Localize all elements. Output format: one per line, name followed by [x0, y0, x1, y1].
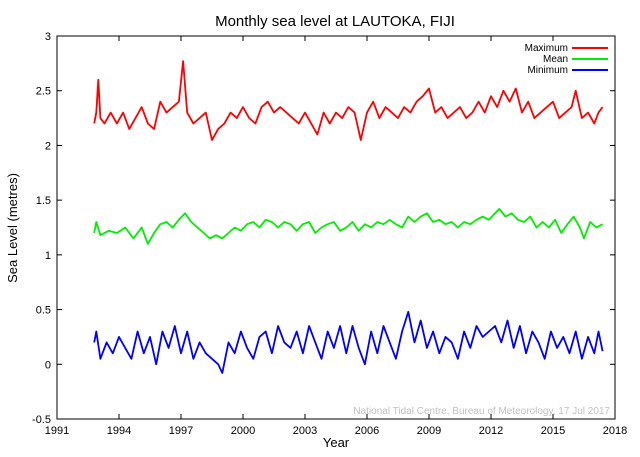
y-tick-label: 2.5: [36, 86, 51, 98]
y-tick-label: 0: [45, 359, 51, 371]
x-axis: 1991 1994 1997 2000 2003 2006 2009 2012 2015 2018: [45, 36, 627, 437]
x-axis-label: Year: [323, 435, 350, 450]
legend-label-minimum: Minimum: [527, 65, 568, 76]
credit-text: National Tidal Centre, Bureau of Meteoro…: [353, 406, 610, 417]
y-tick-label: 1: [45, 250, 51, 262]
x-tick-label: 2000: [231, 425, 255, 437]
series-lines: [93, 60, 604, 374]
x-tick-label: 2009: [417, 425, 441, 437]
y-tick-label: 3: [45, 31, 51, 43]
series-line-maximum: [93, 60, 604, 141]
y-tick-label: 0.5: [36, 305, 51, 317]
x-tick-label: 2015: [541, 425, 565, 437]
series-line-minimum: [93, 310, 604, 374]
x-tick-label: 2018: [603, 425, 627, 437]
y-tick-label: 1.5: [36, 195, 51, 207]
y-tick-label: -0.5: [32, 414, 51, 426]
x-tick-label: 1997: [169, 425, 193, 437]
x-tick-label: 2003: [293, 425, 317, 437]
x-tick-label: 2012: [479, 425, 503, 437]
chart-title: Monthly sea level at LAUTOKA, FIJI: [215, 13, 455, 30]
x-tick-label: 2006: [355, 425, 379, 437]
plot-frame: [56, 35, 616, 420]
y-tick-label: 2: [45, 140, 51, 152]
y-axis: -0.5 0 0.5 1 1.5 2 2.5 3: [32, 31, 615, 426]
y-axis-label: Sea Level (metres): [5, 173, 20, 283]
x-tick-label: 1994: [107, 425, 131, 437]
series-line-mean: [93, 207, 604, 245]
legend-label-maximum: Maximum: [525, 43, 568, 54]
x-tick-label: 1991: [45, 425, 69, 437]
legend-label-mean: Mean: [543, 54, 568, 65]
